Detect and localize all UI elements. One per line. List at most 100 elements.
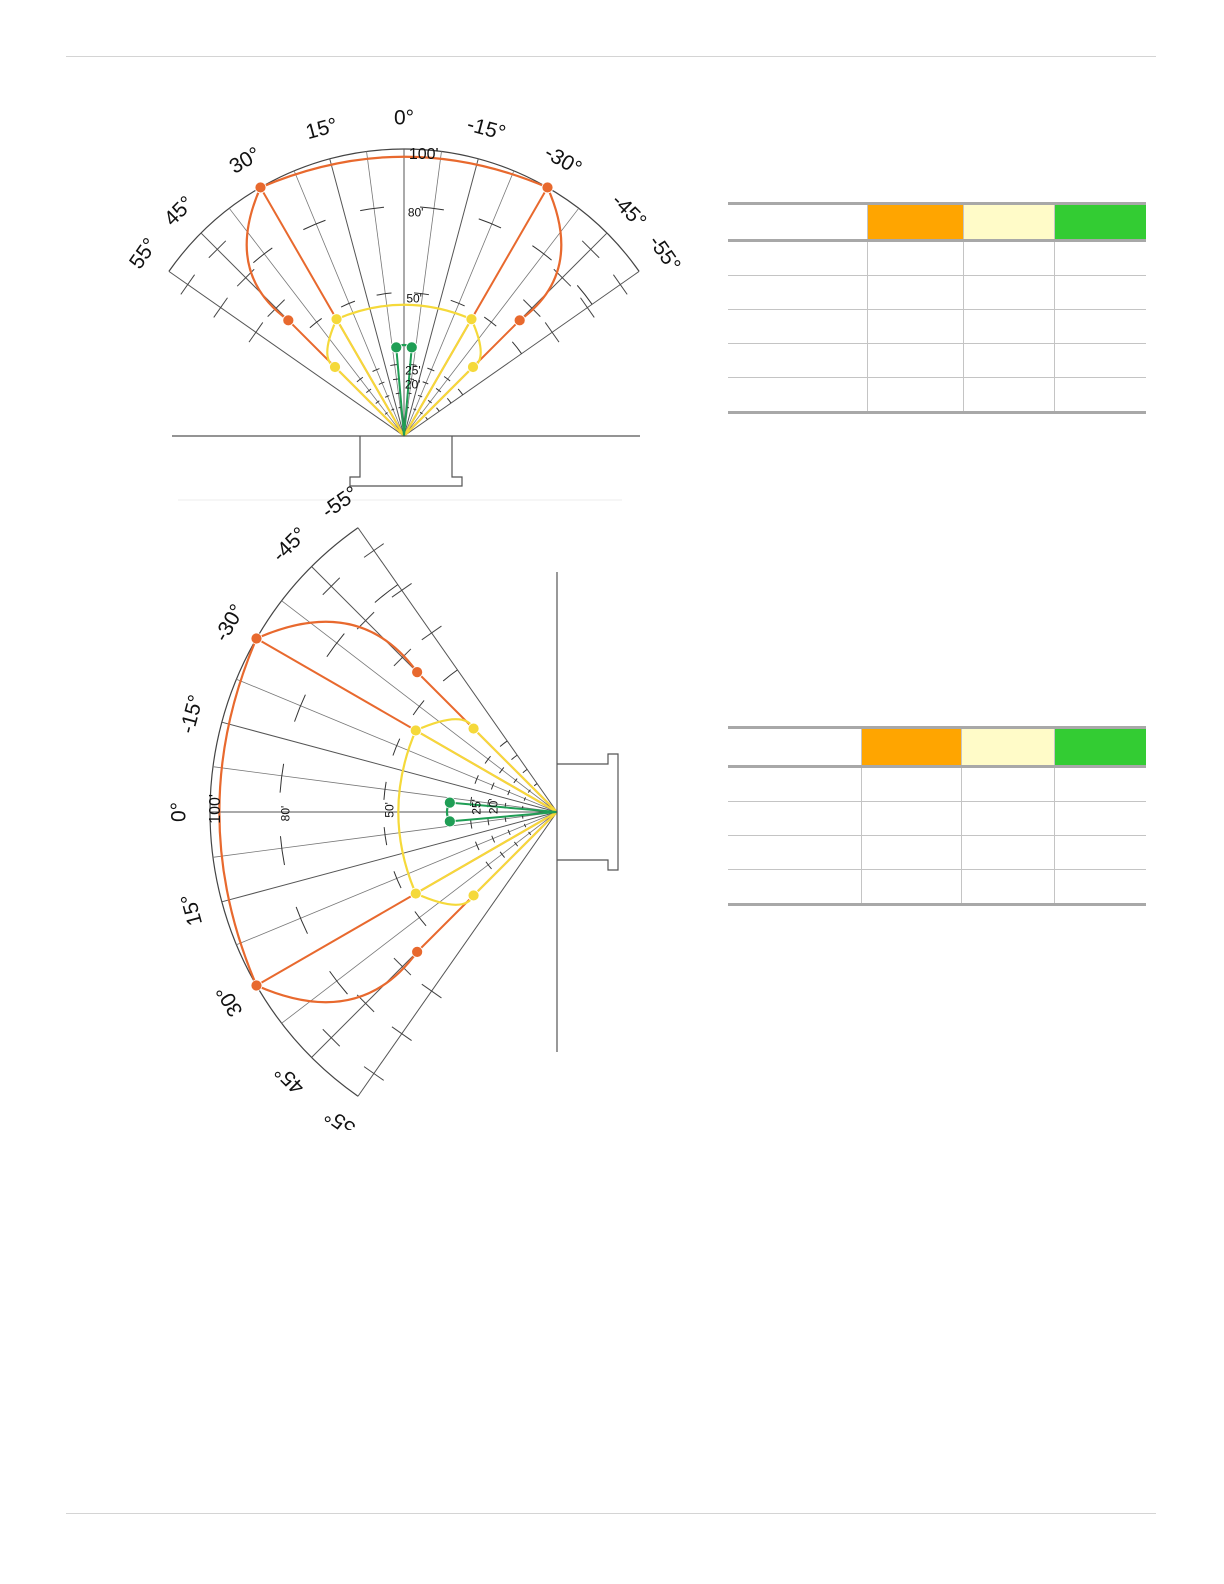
range-tick-arc xyxy=(414,911,427,927)
zone-marker xyxy=(465,313,478,326)
range-label: 50' xyxy=(406,292,422,306)
edge-tick xyxy=(363,543,385,558)
zone-boundary-line xyxy=(403,318,473,437)
zone-arc xyxy=(326,303,482,368)
range-tick-arc xyxy=(487,799,490,808)
range-tick-arc xyxy=(408,363,417,366)
zone-boundary-line xyxy=(449,811,558,823)
range-tick-arc xyxy=(523,797,527,801)
range-tick-arc xyxy=(392,738,401,756)
table-cell xyxy=(867,275,965,310)
table-cell xyxy=(860,835,963,870)
edge-tick xyxy=(544,322,560,343)
table-cell xyxy=(961,869,1055,906)
table-cell xyxy=(1053,835,1146,870)
radial-line xyxy=(329,158,405,437)
range-tick-arc xyxy=(375,400,380,404)
zone-marker xyxy=(390,341,403,354)
range-tick-arc xyxy=(470,819,473,829)
header-rule xyxy=(66,56,1156,57)
table-row xyxy=(728,869,1146,906)
edge-tick xyxy=(523,299,541,317)
angle-label: -15° xyxy=(176,692,208,735)
side-zone-2 xyxy=(397,718,558,906)
range-tick-arc xyxy=(527,789,531,793)
edge-tick xyxy=(393,957,412,976)
range-tick-arc xyxy=(309,318,322,329)
table-cell xyxy=(963,240,1055,276)
zone-marker xyxy=(467,722,480,735)
range-tick-arc xyxy=(446,398,452,404)
angle-label: 55° xyxy=(321,1103,360,1130)
range-tick-arc xyxy=(507,789,511,796)
header-swatch-cell xyxy=(728,726,862,768)
range-label: 25' xyxy=(469,799,483,815)
zone-boundary-line xyxy=(472,811,558,897)
edge-tick xyxy=(363,1066,385,1081)
zone-marker xyxy=(513,314,526,327)
header-swatch-cell xyxy=(1053,202,1146,242)
table-row xyxy=(728,240,1146,276)
table-header-row xyxy=(728,202,1146,242)
range-tick-arc xyxy=(532,245,552,261)
table-row xyxy=(728,801,1146,836)
zone-boundary-line xyxy=(335,318,405,437)
zone-boundary-line xyxy=(403,347,413,437)
range-tick-arc xyxy=(485,861,492,870)
radial-line xyxy=(221,721,558,813)
zone-marker xyxy=(541,181,554,194)
table-row xyxy=(728,309,1146,344)
side-view-coverage-diagram: -55°-45° -30° -15° 0° 15° 30° 45° 55° 100' 80' 50'… xyxy=(168,482,619,1130)
range-tick-arc xyxy=(457,388,464,396)
range-tick-arc xyxy=(487,818,490,826)
angle-label: 0° xyxy=(394,107,414,130)
edge-tick xyxy=(612,274,628,295)
angle-label: -55° xyxy=(318,482,363,523)
range-tick-arc xyxy=(413,292,430,296)
table-cell xyxy=(728,275,869,310)
table-cell xyxy=(963,309,1055,344)
table-cell xyxy=(728,801,862,836)
range-tick-arc xyxy=(576,285,593,305)
edge-tick xyxy=(322,577,341,596)
angle-label: 15° xyxy=(177,892,207,929)
range-tick-arc xyxy=(533,783,538,787)
range-tick-arc xyxy=(442,669,458,682)
range-label: 80' xyxy=(279,806,293,822)
outer-range-arc xyxy=(168,148,640,272)
table-cell xyxy=(961,835,1055,870)
sensor-bracket xyxy=(557,753,619,871)
table-cell xyxy=(1053,377,1146,414)
range-tick-arc xyxy=(499,767,505,774)
table-cell xyxy=(961,766,1055,802)
edge-tick xyxy=(180,274,196,295)
range-tick-arc xyxy=(427,399,432,404)
header-swatch-cell xyxy=(1053,726,1146,768)
edge-tick xyxy=(267,299,285,317)
range-label: 25' xyxy=(405,363,421,377)
range-tick-arc xyxy=(294,694,306,722)
range-tick-arc xyxy=(511,341,522,354)
range-tick-arc xyxy=(528,831,532,836)
table-cell xyxy=(728,240,869,276)
edge-tick xyxy=(581,240,600,259)
range-tick-arc xyxy=(417,394,423,398)
range-tick-arc xyxy=(356,376,364,383)
zone-marker xyxy=(405,341,418,354)
range-tick-arc xyxy=(427,367,435,372)
top-view-coverage-diagram: -55°-45°-30°-15°0°15°30°45°55°100'80'50'… xyxy=(125,107,685,501)
zone-marker xyxy=(467,361,479,373)
range-tick-arc xyxy=(413,408,417,411)
zone-marker xyxy=(330,313,343,326)
table-row xyxy=(728,835,1146,870)
range-tick-arc xyxy=(393,871,402,889)
top-view-coverage-table xyxy=(728,202,1146,414)
table-cell xyxy=(860,766,963,802)
edge-tick xyxy=(391,582,412,598)
top-zone-2 xyxy=(326,303,482,437)
range-tick-arc xyxy=(450,299,465,307)
angle-label: 0° xyxy=(168,802,191,822)
table-cell xyxy=(860,801,963,836)
range-label: 100' xyxy=(409,146,439,163)
angle-label: -45° xyxy=(268,523,312,567)
